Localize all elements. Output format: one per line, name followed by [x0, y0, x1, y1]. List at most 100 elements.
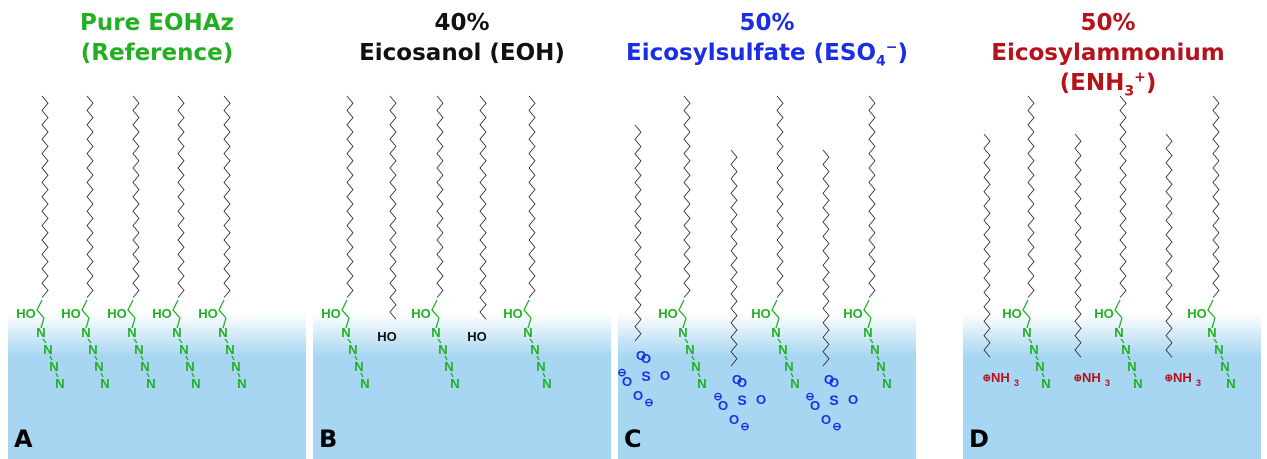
bond: [176, 317, 181, 329]
positive-charge: ⊕: [1074, 373, 1082, 384]
sulfate-oxygen: O: [622, 374, 632, 389]
sulfate-oxygen: O: [641, 351, 651, 366]
azide-nitrogen: N: [438, 342, 447, 357]
azide-nitrogen: N: [237, 376, 246, 391]
panel-b: HO N N N N HO HO N N N N HO HO N N N N 40% Eicosanol (EO…: [313, 0, 611, 459]
hydroxyl-group: HO: [503, 306, 523, 321]
alkyl-chain: [86, 95, 94, 298]
azide-bond: [87, 338, 92, 344]
alkyl-chain: [346, 95, 354, 298]
azide-nitrogen: N: [870, 342, 879, 357]
bond: [222, 317, 227, 329]
alkyl-chain: [436, 95, 444, 298]
water-subphase: [618, 313, 916, 459]
azide-bond: [684, 338, 689, 344]
azide-bond: [55, 372, 59, 378]
azide-nitrogen: N: [1133, 376, 1142, 391]
negative-charge: ⊖: [740, 421, 749, 433]
azide-nitrogen: N: [127, 325, 136, 340]
azide-nitrogen: N: [43, 342, 52, 357]
eoh-chain: [389, 95, 397, 320]
positive-charge: ⊕: [983, 373, 991, 384]
sulfate-bridge-oxygen: O: [732, 372, 742, 387]
panel-b-title: 40% Eicosanol (EOH): [313, 8, 611, 68]
hydroxyl-group: HO: [1002, 306, 1022, 321]
azide-bond: [1213, 338, 1218, 344]
sulfate-oxygen: O: [848, 392, 858, 407]
water-subphase: [963, 313, 1261, 459]
azide-bond: [347, 338, 352, 344]
azide-nitrogen: N: [1121, 342, 1130, 357]
azide-nitrogen: N: [1226, 376, 1235, 391]
panel-c-title-line2-post: ): [897, 40, 908, 66]
sulfate-oxygen: O: [633, 388, 643, 403]
alkyl-chain: [528, 95, 536, 298]
azide-bond: [1035, 355, 1039, 361]
panel-c-title-line2-pre: Eicosylsulfate (ESO: [625, 40, 876, 66]
ohaz-bonds: [127, 299, 136, 319]
azide-nitrogen: N: [1035, 359, 1044, 374]
negative-charge: ⊖: [713, 391, 722, 403]
panel-d-title-line2: Eicosylammonium (ENH3+): [953, 38, 1263, 99]
sulfate-oxygen: O: [829, 375, 839, 390]
azide-bond: [790, 372, 794, 378]
panel-d-title-line2-post: ): [1145, 70, 1157, 96]
azide-bond: [94, 355, 98, 361]
azide-bond: [178, 338, 183, 344]
ohaz-bonds: [1207, 299, 1216, 319]
negative-charge: ⊖: [644, 397, 653, 409]
azide-nitrogen: N: [81, 325, 90, 340]
bond: [435, 317, 440, 329]
ammonium-group: NH: [1082, 370, 1101, 385]
ohaz-bonds: [1022, 299, 1031, 319]
bond: [1026, 317, 1031, 329]
panel-a-title: Pure EOHAz (Reference): [8, 8, 306, 68]
azide-nitrogen: N: [218, 325, 227, 340]
azide-bond: [185, 355, 189, 361]
azide-bond: [140, 355, 144, 361]
azide-nitrogen: N: [1041, 376, 1050, 391]
eso4-chain: [730, 149, 738, 367]
ohaz-bonds: [341, 299, 350, 319]
panel-d-title: 50% Eicosylammonium (ENH3+): [953, 8, 1263, 99]
azide-nitrogen: N: [882, 376, 891, 391]
hydroxyl-group: HO: [411, 306, 431, 321]
azide-nitrogen: N: [172, 325, 181, 340]
azide-bond: [697, 372, 701, 378]
azide-nitrogen: N: [523, 325, 532, 340]
azide-nitrogen: N: [100, 376, 109, 391]
panel-c-label: C: [624, 425, 642, 453]
azide-nitrogen: N: [876, 359, 885, 374]
azide-nitrogen: N: [1214, 342, 1223, 357]
enh3-chain: [983, 133, 991, 358]
azide-bond: [869, 338, 874, 344]
hydroxyl-group: HO: [1094, 306, 1114, 321]
azide-nitrogen: N: [685, 342, 694, 357]
azide-bond: [882, 372, 886, 378]
hydroxyl-group: HO: [107, 306, 127, 321]
panel-d-title-line2-pre: Eicosylammonium (ENH: [991, 40, 1225, 96]
sulfate-oxygen: O: [737, 375, 747, 390]
panel-c-title-line1: 50%: [739, 10, 795, 36]
azide-bond: [1220, 355, 1224, 361]
azide-nitrogen: N: [94, 359, 103, 374]
hydroxyl-group: HO: [658, 306, 678, 321]
panel-c-title: 50% Eicosylsulfate (ESO4−): [618, 8, 916, 69]
sulfate-oxygen: O: [821, 412, 831, 427]
azide-bond: [49, 355, 53, 361]
ammonium-group: NH: [991, 370, 1010, 385]
azide-bond: [784, 355, 788, 361]
azide-nitrogen: N: [179, 342, 188, 357]
panel-d-label: D: [969, 425, 989, 453]
panel-d: ⊕ NH 3 HO N N N N ⊕ NH 3 HO N N N N ⊕ NH 3 HO N N N N 50% Eicos…: [963, 0, 1261, 459]
azide-nitrogen: N: [146, 376, 155, 391]
azide-nitrogen: N: [348, 342, 357, 357]
panel-a-title-line1: Pure EOHAz: [80, 10, 234, 36]
azide-bond: [231, 355, 235, 361]
azide-nitrogen: N: [55, 376, 64, 391]
azide-nitrogen: N: [450, 376, 459, 391]
ammonium-subscript: 3: [1105, 378, 1110, 388]
azide-bond: [100, 372, 104, 378]
alkyl-chain: [776, 95, 784, 298]
